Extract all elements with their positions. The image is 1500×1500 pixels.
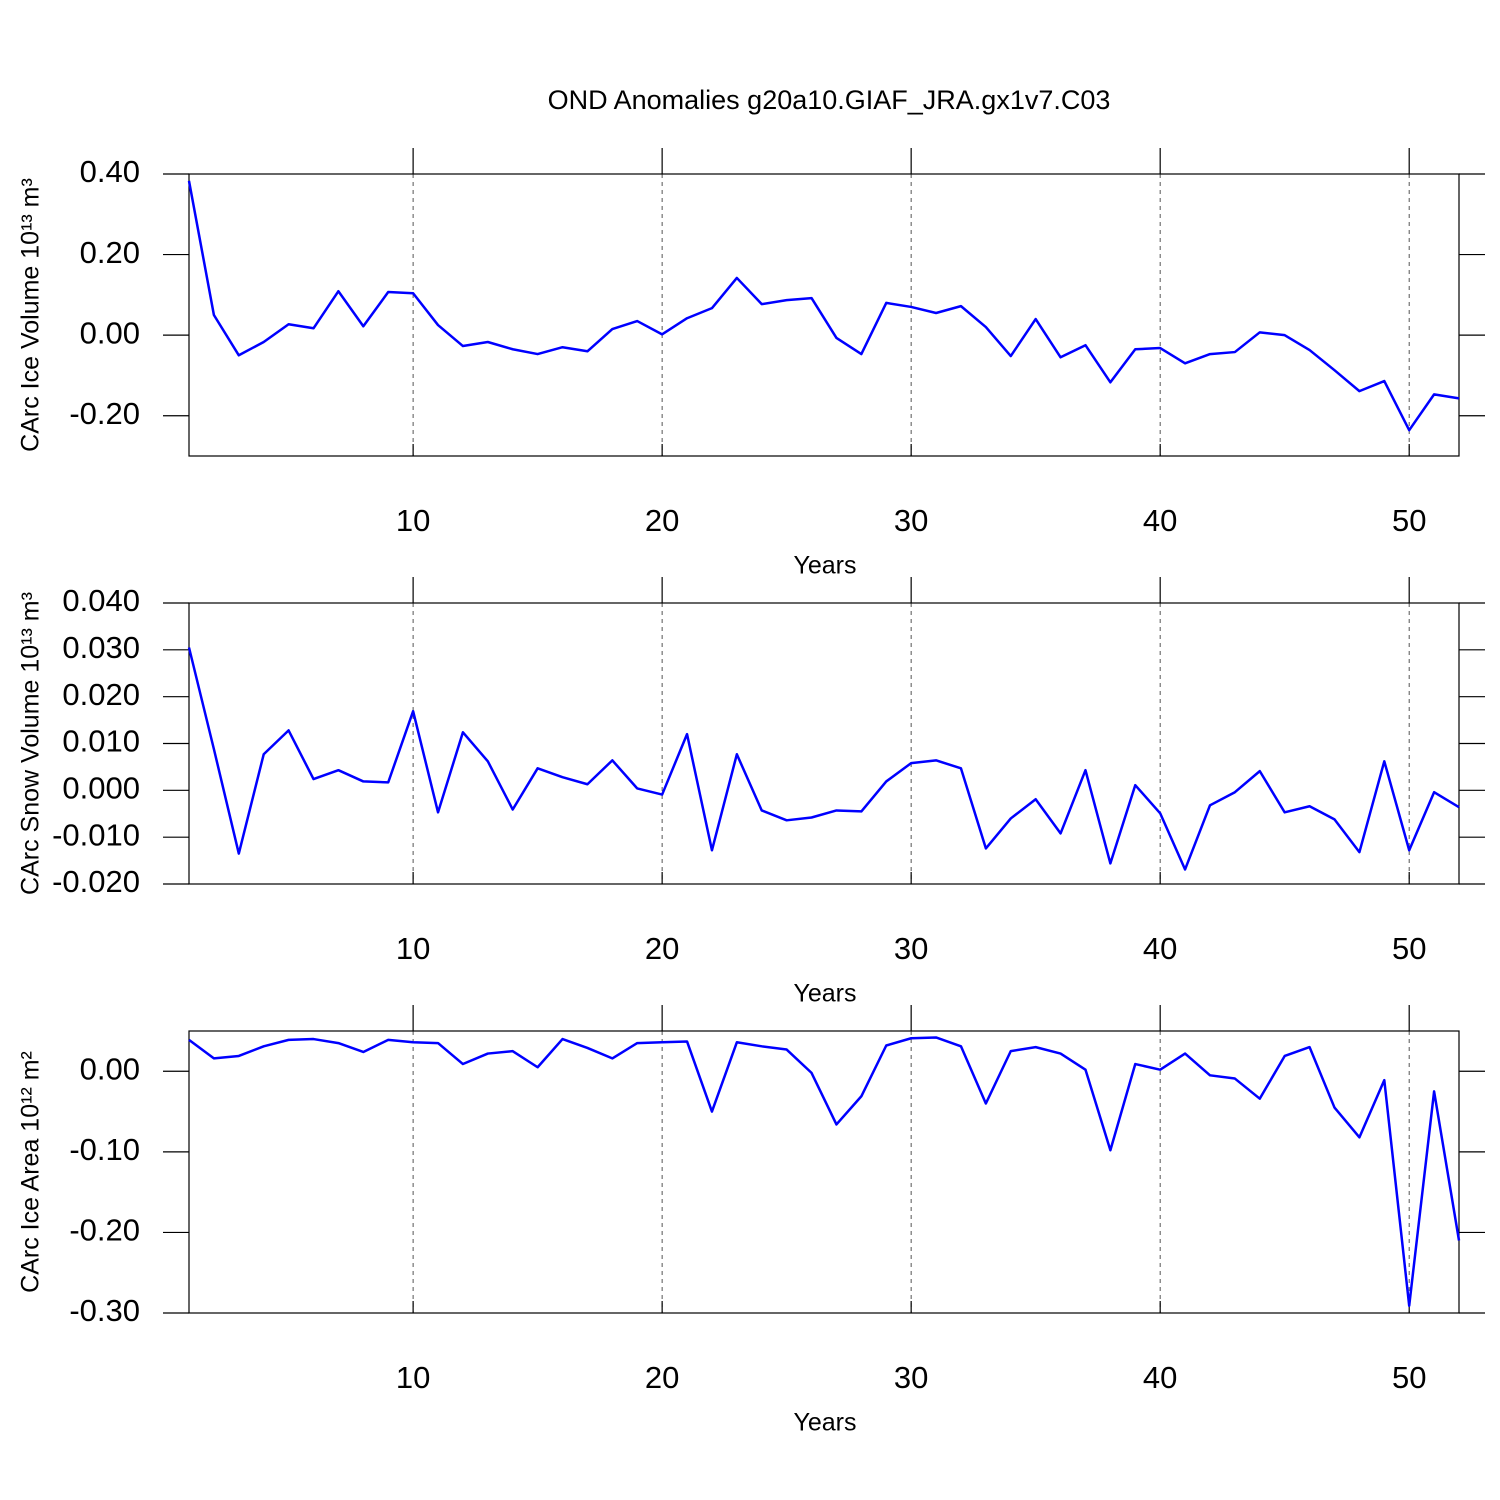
x-tick-label: 40 bbox=[1143, 931, 1177, 966]
y-tick-label: 0.000 bbox=[62, 771, 140, 806]
x-tick-label: 10 bbox=[396, 931, 430, 966]
y-tick-label: 0.020 bbox=[62, 677, 140, 712]
x-tick-label: 10 bbox=[396, 503, 430, 538]
data-line bbox=[187, 180, 1460, 432]
x-axis-label: Years bbox=[793, 1409, 856, 1437]
y-tick-label: -0.30 bbox=[69, 1293, 140, 1328]
x-axis-label: Years bbox=[793, 980, 856, 1008]
y-tick-label: 0.030 bbox=[62, 630, 140, 665]
x-axis-label: Years bbox=[793, 552, 856, 580]
y-tick-label: -0.10 bbox=[69, 1132, 140, 1167]
y-axis-label: CArc Snow Volume 10¹³ m³ bbox=[17, 592, 45, 895]
plot-frame bbox=[188, 1030, 1460, 1314]
plot-frame bbox=[188, 602, 1460, 885]
data-line bbox=[188, 1036, 1461, 1307]
x-tick-label: 30 bbox=[894, 503, 928, 538]
chart-title: OND Anomalies g20a10.GIAF_JRA.gx1v7.C03 bbox=[548, 85, 1111, 115]
x-tick-label: 10 bbox=[396, 1360, 430, 1395]
y-tick-label: -0.010 bbox=[52, 817, 140, 852]
data-line bbox=[187, 647, 1460, 871]
y-tick-label: 0.00 bbox=[80, 315, 140, 350]
y-axis-label: CArc Ice Area 10¹² m² bbox=[17, 1051, 45, 1293]
x-tick-label: 20 bbox=[645, 931, 679, 966]
y-tick-label: -0.20 bbox=[69, 1213, 140, 1248]
plot-frame bbox=[188, 173, 1460, 457]
y-tick-label: -0.020 bbox=[52, 864, 140, 899]
x-tick-label: 40 bbox=[1143, 1360, 1177, 1395]
y-tick-label: -0.20 bbox=[69, 396, 140, 431]
x-tick-label: 40 bbox=[1143, 503, 1177, 538]
x-tick-label: 50 bbox=[1392, 931, 1426, 966]
x-tick-label: 20 bbox=[645, 503, 679, 538]
y-tick-label: 0.010 bbox=[62, 724, 140, 759]
y-tick-label: 0.040 bbox=[62, 583, 140, 618]
x-tick-label: 50 bbox=[1392, 503, 1426, 538]
x-tick-label: 30 bbox=[894, 1360, 928, 1395]
x-tick-label: 30 bbox=[894, 931, 928, 966]
y-tick-label: 0.40 bbox=[80, 154, 140, 189]
y-tick-label: 0.20 bbox=[80, 235, 140, 270]
y-tick-label: 0.00 bbox=[80, 1051, 140, 1086]
y-axis-label: CArc Ice Volume 10¹³ m³ bbox=[17, 178, 45, 452]
x-tick-label: 50 bbox=[1392, 1360, 1426, 1395]
x-tick-label: 20 bbox=[645, 1360, 679, 1395]
